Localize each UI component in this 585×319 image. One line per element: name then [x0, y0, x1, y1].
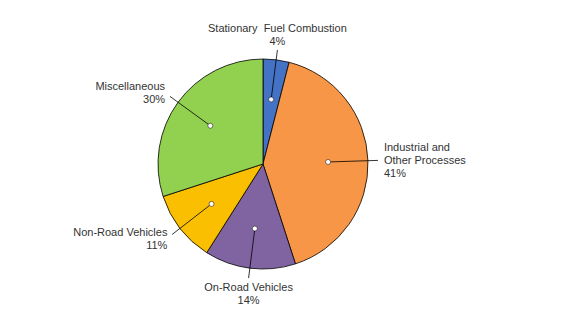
svg-text:On-Road Vehicles14%: On-Road Vehicles14%: [204, 281, 293, 306]
svg-text:Non-Road Vehicles11%: Non-Road Vehicles11%: [73, 226, 168, 251]
svg-text:Miscellaneous30%: Miscellaneous30%: [95, 80, 165, 105]
svg-text:Industrial andOther Processes4: Industrial andOther Processes41%: [384, 141, 466, 179]
svg-text:Stationary Fuel Combustion4%: Stationary Fuel Combustion4%: [208, 22, 347, 47]
